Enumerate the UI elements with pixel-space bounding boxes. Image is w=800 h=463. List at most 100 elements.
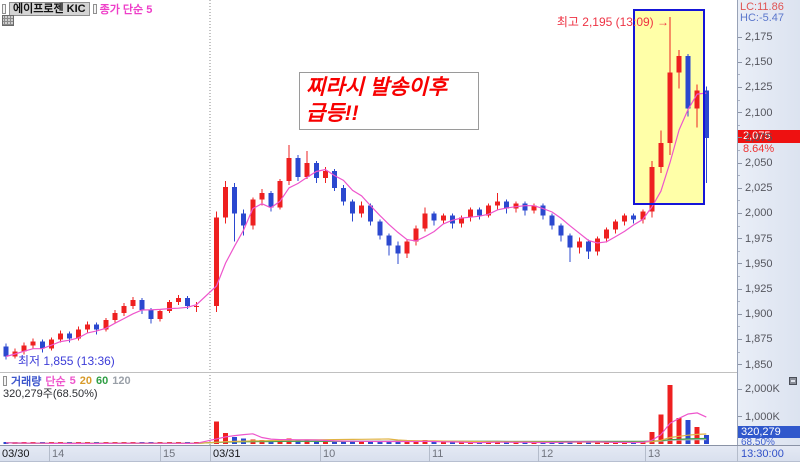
current-price-badge: 2,075 [738, 130, 800, 143]
candle-body [540, 205, 546, 216]
price-axis-label: 2,000 [745, 207, 773, 220]
volume-ma-label: 단순 [45, 376, 66, 388]
candle-body [504, 201, 510, 209]
symbol-name-chip[interactable]: 에이프로젠 KIC [9, 2, 90, 16]
volume-current-readout: 320,279주(68.50%) [3, 388, 98, 400]
candle-body [477, 209, 483, 216]
volume-bar [440, 442, 446, 444]
annotation-callout[interactable]: 찌라시 발송이후 급등!! [299, 72, 479, 130]
price-axis-label: 1,900 [745, 308, 773, 321]
candle-body [658, 142, 664, 168]
volume-bar [331, 440, 337, 444]
price-minor-tick [738, 225, 740, 227]
time-axis[interactable]: 13:30:00 03/30 14 15 03/31 10 11 12 13 [0, 445, 800, 462]
volume-bar [694, 426, 700, 444]
price-ma-legend[interactable]: 종가 단순 5 [99, 4, 153, 16]
price-tick [738, 212, 742, 214]
candle-body [449, 215, 455, 224]
price-axis-label: 1,850 [745, 358, 773, 371]
collapse-panel-icon[interactable] [789, 377, 797, 385]
price-tick [738, 313, 742, 315]
price-tick [738, 162, 742, 164]
candle-body [667, 72, 673, 143]
volume-bar [295, 440, 301, 444]
low-change-value: LC:11.86 [740, 1, 784, 13]
time-axis-label: 11 [432, 448, 444, 460]
grid-settings-icon[interactable] [2, 15, 14, 26]
price-tick [738, 364, 742, 366]
price-tick [738, 137, 742, 139]
price-axis-label: 2,125 [745, 81, 773, 94]
candle-body [250, 199, 256, 226]
price-tick [738, 288, 742, 290]
day-high-annotation: 최고 2,195 (13:09) → [556, 15, 669, 29]
volume-axis-label: 1,000K [745, 410, 780, 423]
price-tick [738, 61, 742, 63]
volume-ma60-legend[interactable]: 60 [96, 375, 109, 387]
price-minor-tick [738, 124, 740, 126]
price-axis-label: 2,075 [745, 131, 773, 144]
candle-body [76, 329, 82, 339]
candle-body [157, 311, 163, 320]
time-axis-label: 14 [52, 448, 65, 460]
time-axis-label: 03/31 [213, 448, 241, 460]
candle-body [368, 205, 374, 222]
candle-body [703, 90, 709, 138]
volume-ma120-legend[interactable]: 120 [112, 375, 131, 387]
candle-body [130, 300, 136, 307]
candle-body [458, 217, 464, 224]
candle-body [377, 221, 383, 236]
candle-body [558, 225, 564, 236]
time-axis-separator [737, 446, 738, 462]
price-axis-label: 2,175 [745, 31, 773, 43]
price-axis-label: 2,150 [745, 56, 773, 69]
candle-body [184, 298, 190, 307]
volume-bar [340, 441, 346, 444]
volume-bar [604, 442, 610, 444]
price-ma5-line [5, 92, 707, 358]
price-axis-label: 2,025 [745, 182, 773, 195]
price-axis-label: 1,925 [745, 283, 773, 295]
volume-title[interactable]: 거래량 [11, 376, 42, 388]
volume-bar [495, 441, 501, 444]
price-tick [738, 338, 742, 340]
volume-bar [368, 441, 374, 444]
candle-body [277, 181, 283, 208]
price-minor-tick [738, 275, 740, 277]
volume-bar [304, 440, 310, 444]
volume-bar [377, 441, 383, 444]
price-tick [738, 86, 742, 88]
volume-bar [386, 440, 392, 444]
volume-ma20-legend[interactable]: 20 [79, 375, 92, 387]
candle-body [30, 341, 36, 346]
volume-bar [413, 441, 419, 444]
candle-body [495, 201, 501, 206]
candle-body [39, 341, 45, 349]
volume-ma5-legend[interactable]: 5 [69, 375, 76, 387]
panel-handle-icon[interactable] [3, 376, 7, 386]
highlight-box-border [633, 9, 705, 205]
price-axis-label: 1,950 [745, 257, 773, 270]
candle-body [21, 345, 27, 352]
candle-body [193, 306, 199, 308]
candle-body [622, 215, 628, 222]
candle-body [112, 313, 118, 321]
price-minor-tick [738, 326, 740, 328]
candle-body [413, 228, 419, 242]
volume-bar [513, 442, 519, 444]
current-volume-pct: 68.50% [741, 437, 775, 448]
volume-bar [395, 441, 401, 444]
candle-body [531, 205, 537, 211]
price-axis[interactable]: LC:11.86 HC:-5.47 2,075 8.64% 320,279 68… [737, 0, 800, 448]
callout-line1: 찌라시 발송이후 [306, 76, 448, 99]
time-axis-separator [429, 446, 430, 462]
volume-bar [594, 442, 600, 444]
day-low-annotation: 최저 1,855 (13:36) [18, 354, 115, 368]
time-axis-separator [538, 446, 539, 462]
candle-body [359, 205, 365, 214]
panel-handle-icon[interactable] [2, 4, 6, 14]
volume-bar [322, 441, 328, 444]
panel-handle-icon[interactable] [92, 4, 97, 14]
price-minor-tick [738, 200, 740, 202]
